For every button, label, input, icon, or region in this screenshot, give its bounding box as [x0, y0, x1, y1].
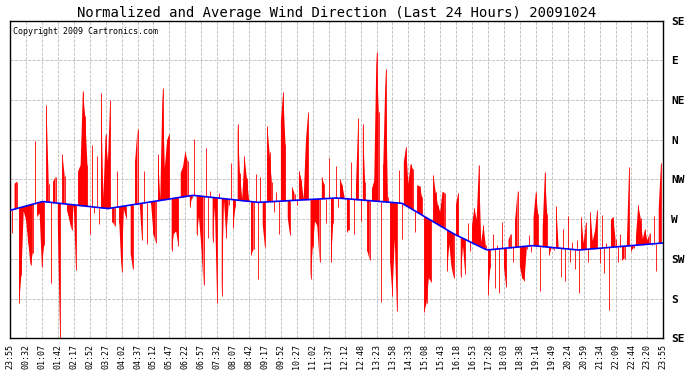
Text: Copyright 2009 Cartronics.com: Copyright 2009 Cartronics.com	[13, 27, 158, 36]
Title: Normalized and Average Wind Direction (Last 24 Hours) 20091024: Normalized and Average Wind Direction (L…	[77, 6, 596, 20]
